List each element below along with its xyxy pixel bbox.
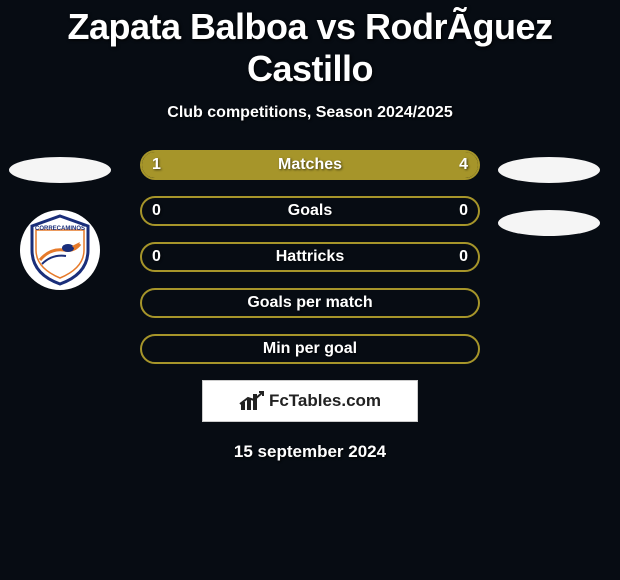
stat-row: 14Matches [140, 150, 480, 180]
subtitle: Club competitions, Season 2024/2025 [0, 104, 620, 122]
stat-label: Hattricks [142, 248, 478, 266]
stat-label: Matches [142, 156, 478, 174]
stat-row: Min per goal [140, 334, 480, 364]
stat-label: Goals per match [142, 294, 478, 312]
stat-row: 00Hattricks [140, 242, 480, 272]
player-right-badge [498, 157, 600, 183]
player-right-badge-2 [498, 210, 600, 236]
player-left-badge [9, 157, 111, 183]
comparison-area: CORRECAMINOS 14Matches 00Goals 00Hattricks… [0, 150, 620, 364]
club-logo-icon: CORRECAMINOS [20, 210, 100, 290]
stat-row: 00Goals [140, 196, 480, 226]
stat-row: Goals per match [140, 288, 480, 318]
bar-chart-icon [239, 390, 265, 412]
brand-box[interactable]: FcTables.com [202, 380, 418, 422]
page-title: Zapata Balboa vs RodrÃ­guez Castillo [0, 0, 620, 90]
stat-label: Min per goal [142, 340, 478, 358]
svg-text:CORRECAMINOS: CORRECAMINOS [35, 226, 85, 232]
stat-bars: 14Matches 00Goals 00Hattricks Goals per mat… [140, 150, 480, 364]
date-line: 15 september 2024 [0, 442, 620, 462]
stat-label: Goals [142, 202, 478, 220]
brand-text: FcTables.com [269, 391, 381, 411]
